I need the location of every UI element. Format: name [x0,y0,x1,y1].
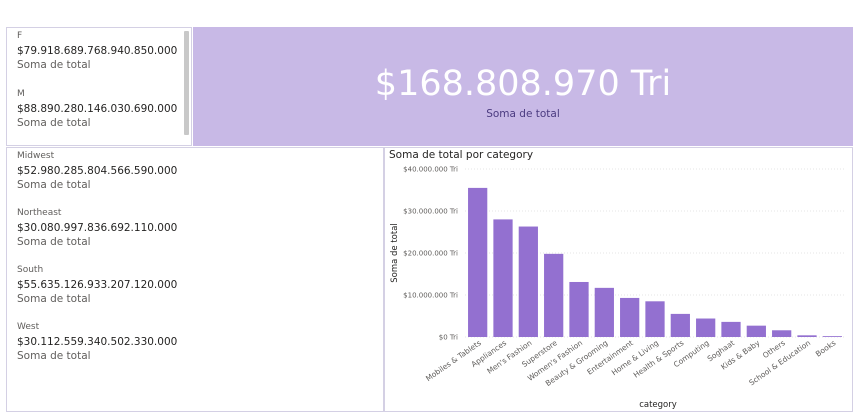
total-kpi-card: $168.808.970 Tri Soma de total [193,27,853,146]
card-category: Northeast [17,208,62,218]
bar[interactable] [772,330,792,337]
card-row: F $79.918.689.768.940.850.000 Soma de to… [17,31,177,72]
card-row: Midwest $52.980.285.804.566.590.000 Soma… [17,151,177,192]
card-measure-label: Soma de total [17,179,91,191]
kpi-label: Soma de total [486,108,560,120]
card-category: M [17,89,25,99]
card-category: West [17,322,40,332]
chart-title: Soma de total por category [389,149,534,161]
bar[interactable] [746,325,766,337]
card-category: Midwest [17,151,55,161]
card-category: South [17,265,44,275]
region-multi-row-card: Midwest $52.980.285.804.566.590.000 Soma… [6,147,384,412]
card-value: $55.635.126.933.207.120.000 [17,279,178,291]
y-tick-label: $10.000.000 Tri [403,292,458,300]
bar[interactable] [822,336,842,337]
bar[interactable] [670,313,690,337]
y-tick-label: $30.000.000 Tri [403,208,458,216]
bar[interactable] [544,253,564,337]
x-tick-label: Books [814,338,838,358]
vertical-scrollbar[interactable] [184,31,189,135]
chart-canvas: $0 Tri $10.000.000 Tri $20.000.000 Tri $30.… [390,166,845,410]
bar[interactable] [721,321,741,337]
bar[interactable] [518,226,538,337]
card-measure-label: Soma de total [17,293,91,305]
bar[interactable] [569,281,589,337]
y-tick-label: $0 Tri [439,334,458,342]
bar[interactable] [493,219,513,337]
card-category: F [17,31,23,41]
y-tick-label: $40.000.000 Tri [403,166,458,174]
card-row: M $88.890.280.146.030.690.000 Soma de to… [17,89,177,130]
card-measure-label: Soma de total [17,350,91,362]
card-value: $79.918.689.768.940.850.000 [17,45,178,57]
bar[interactable] [696,318,716,337]
card-row: West $30.112.559.340.502.330.000 Soma de… [17,322,177,363]
bars[interactable] [468,187,842,337]
bar[interactable] [620,297,640,337]
bar[interactable] [797,335,817,337]
card-value: $30.080.997.836.692.110.000 [17,222,178,234]
kpi-value: $168.808.970 Tri [374,64,672,104]
card-value: $30.112.559.340.502.330.000 [17,336,178,348]
card-row: Northeast $30.080.997.836.692.110.000 So… [17,208,177,249]
y-tick-label: $20.000.000 Tri [403,250,458,258]
card-measure-label: Soma de total [17,117,91,129]
y-axis-title: Soma de total [390,223,400,283]
x-axis-title: category [639,400,677,410]
bar[interactable] [645,301,665,337]
card-value: $52.980.285.804.566.590.000 [17,165,178,177]
bar[interactable] [468,187,488,337]
card-row: South $55.635.126.933.207.120.000 Soma d… [17,265,177,306]
card-measure-label: Soma de total [17,59,91,71]
bar[interactable] [594,287,614,337]
y-axis-ticks: $0 Tri $10.000.000 Tri $20.000.000 Tri $30.… [403,166,458,342]
category-bar-chart[interactable]: $0 Tri $10.000.000 Tri $20.000.000 Tri $30.… [384,147,853,412]
gender-multi-row-card: F $79.918.689.768.940.850.000 Soma de to… [6,27,192,146]
card-value: $88.890.280.146.030.690.000 [17,103,178,115]
card-measure-label: Soma de total [17,236,91,248]
